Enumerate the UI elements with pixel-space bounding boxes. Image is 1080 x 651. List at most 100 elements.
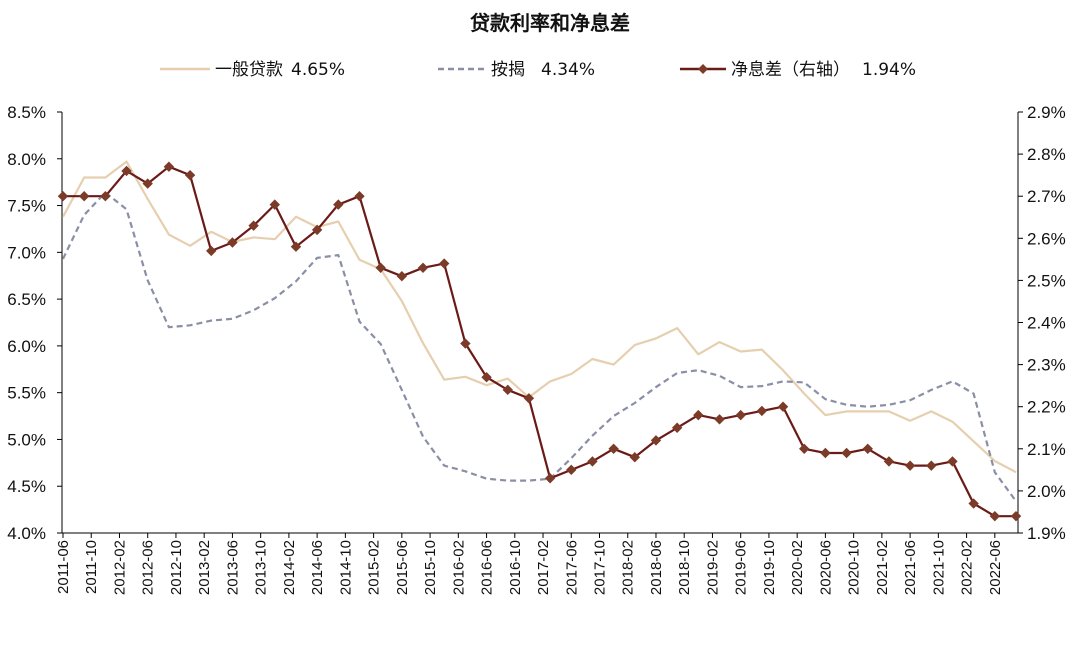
series-2-point xyxy=(608,443,619,454)
x-tick-label: 2011-06 xyxy=(55,540,72,594)
x-tick-label: 2020-02 xyxy=(789,540,806,595)
y-left-tick-label: 7.5% xyxy=(7,197,46,216)
y-right-tick-label: 2.9% xyxy=(1027,103,1066,122)
x-tick-label: 2012-02 xyxy=(111,540,128,595)
y-right-tick-label: 2.7% xyxy=(1027,187,1066,206)
x-tick-label: 2012-10 xyxy=(168,540,185,595)
series-2-point xyxy=(926,460,937,471)
y-right-tick-label: 2.5% xyxy=(1027,271,1066,290)
series-2-point xyxy=(799,443,810,454)
x-tick-label: 2021-10 xyxy=(930,540,947,595)
series-2-point xyxy=(968,498,979,509)
y-right-tick-label: 2.6% xyxy=(1027,229,1066,248)
y-right-tick-label: 2.1% xyxy=(1027,440,1066,459)
y-left-tick-label: 4.5% xyxy=(7,477,46,496)
series-2-point xyxy=(354,191,365,202)
series-2-point xyxy=(544,473,556,484)
series-2-point xyxy=(206,245,217,257)
legend-label-nim: 净息差（右轴 xyxy=(731,60,833,80)
y-left-tick-label: 7.0% xyxy=(7,243,46,262)
series-2-point xyxy=(650,435,662,446)
series-2-point xyxy=(163,161,175,172)
x-tick-label: 2017-10 xyxy=(592,540,609,595)
series-2-point xyxy=(883,456,895,467)
x-tick-label: 2018-02 xyxy=(620,540,637,595)
x-tick-label: 2021-06 xyxy=(902,540,919,595)
svg-text:净息差（右轴）1.94%: 净息差（右轴） 1.94% xyxy=(731,60,916,80)
series-2-point xyxy=(396,270,408,282)
y-right-tick-label: 2.3% xyxy=(1027,356,1066,375)
y-right-tick-label: 2.2% xyxy=(1027,398,1066,417)
x-tick-label: 2013-06 xyxy=(224,540,241,595)
y-left-tick-label: 6.0% xyxy=(7,337,46,356)
x-tick-label: 2021-02 xyxy=(874,540,891,595)
series-2-point xyxy=(947,456,958,467)
y-left-tick-label: 8.0% xyxy=(7,150,46,169)
x-tick-label: 2019-06 xyxy=(733,540,750,595)
series-layer xyxy=(57,160,1022,522)
x-tick-label: 2022-06 xyxy=(987,540,1004,595)
series-2-point xyxy=(989,510,1001,522)
y-right-tick-label: 2.4% xyxy=(1027,314,1066,333)
y-right-tick-label: 2.0% xyxy=(1027,482,1066,501)
series-2-point xyxy=(756,405,768,417)
series-2-point xyxy=(375,262,386,273)
legend-item-loan: 一般贷款 4.65% xyxy=(160,60,345,80)
y-left-tick-label: 6.5% xyxy=(7,290,46,309)
legend-label-mortgage: 按揭 xyxy=(491,60,525,80)
series-2-point xyxy=(777,401,789,412)
x-tick-label: 2012-06 xyxy=(140,540,157,595)
series-2-point xyxy=(714,414,725,425)
x-tick-label: 2014-02 xyxy=(281,540,298,595)
series-2-point xyxy=(502,384,513,396)
legend-marker-diamond-icon xyxy=(698,64,708,74)
series-2-point xyxy=(481,372,492,383)
x-tick-label: 2013-02 xyxy=(196,540,213,595)
y-right-tick-label: 1.9% xyxy=(1027,524,1066,543)
legend-value-loan: 4.65% xyxy=(291,60,345,80)
series-2-point xyxy=(693,409,704,421)
x-tick-label: 2015-10 xyxy=(422,540,439,595)
x-tick-label: 2014-06 xyxy=(309,540,326,595)
x-tick-label: 2019-10 xyxy=(761,540,778,595)
series-2-point xyxy=(57,191,69,202)
svg-text:按揭4.34%: 按揭 4.34% xyxy=(491,60,595,80)
series-2-point xyxy=(248,220,259,231)
series-2-point xyxy=(629,452,640,463)
series-2-point xyxy=(227,237,238,248)
series-2-point xyxy=(671,422,683,433)
series-2-point xyxy=(566,464,577,476)
x-tick-label: 2016-02 xyxy=(450,540,467,595)
series-2-point xyxy=(587,456,598,467)
series-2-point xyxy=(417,262,429,273)
x-tick-label: 2016-06 xyxy=(479,540,496,595)
series-2-point xyxy=(100,191,111,202)
series-2-point xyxy=(1010,510,1022,522)
series-2-point xyxy=(841,447,852,459)
series-line-0 xyxy=(62,160,1017,474)
legend-label-nim-suffix: ） xyxy=(833,60,850,80)
legend-value-mortgage: 4.34% xyxy=(541,60,595,80)
legend-item-nim: 净息差（右轴） 1.94% xyxy=(680,60,916,80)
x-tick-label: 2015-06 xyxy=(394,540,411,595)
legend-label-loan: 一般贷款 xyxy=(215,60,283,80)
series-2-point xyxy=(735,409,746,421)
y-right-tick-label: 2.8% xyxy=(1027,145,1066,164)
axes: 4.0% 4.5% 5.0% 5.5% 6.0% 6.5% 7.0% 7.5% 8.0% 8.5%… xyxy=(7,103,1066,595)
y-left-tick-label: 5.5% xyxy=(7,384,46,403)
chart-title: 贷款利率和净息差 xyxy=(470,11,630,35)
x-tick-label: 2022-02 xyxy=(959,540,976,595)
series-2-point xyxy=(904,460,916,471)
series-2-point xyxy=(290,241,302,252)
y-left-tick-label: 8.5% xyxy=(7,103,46,122)
series-2-point xyxy=(333,199,344,210)
legend-item-mortgage: 按揭 4.34% xyxy=(438,60,595,80)
x-tick-label: 2018-06 xyxy=(648,540,665,595)
series-2-point xyxy=(269,199,280,210)
series-2-point xyxy=(820,447,831,459)
x-tick-label: 2019-02 xyxy=(704,540,721,595)
x-tick-label: 2018-10 xyxy=(676,540,693,595)
series-2-point xyxy=(121,165,132,177)
